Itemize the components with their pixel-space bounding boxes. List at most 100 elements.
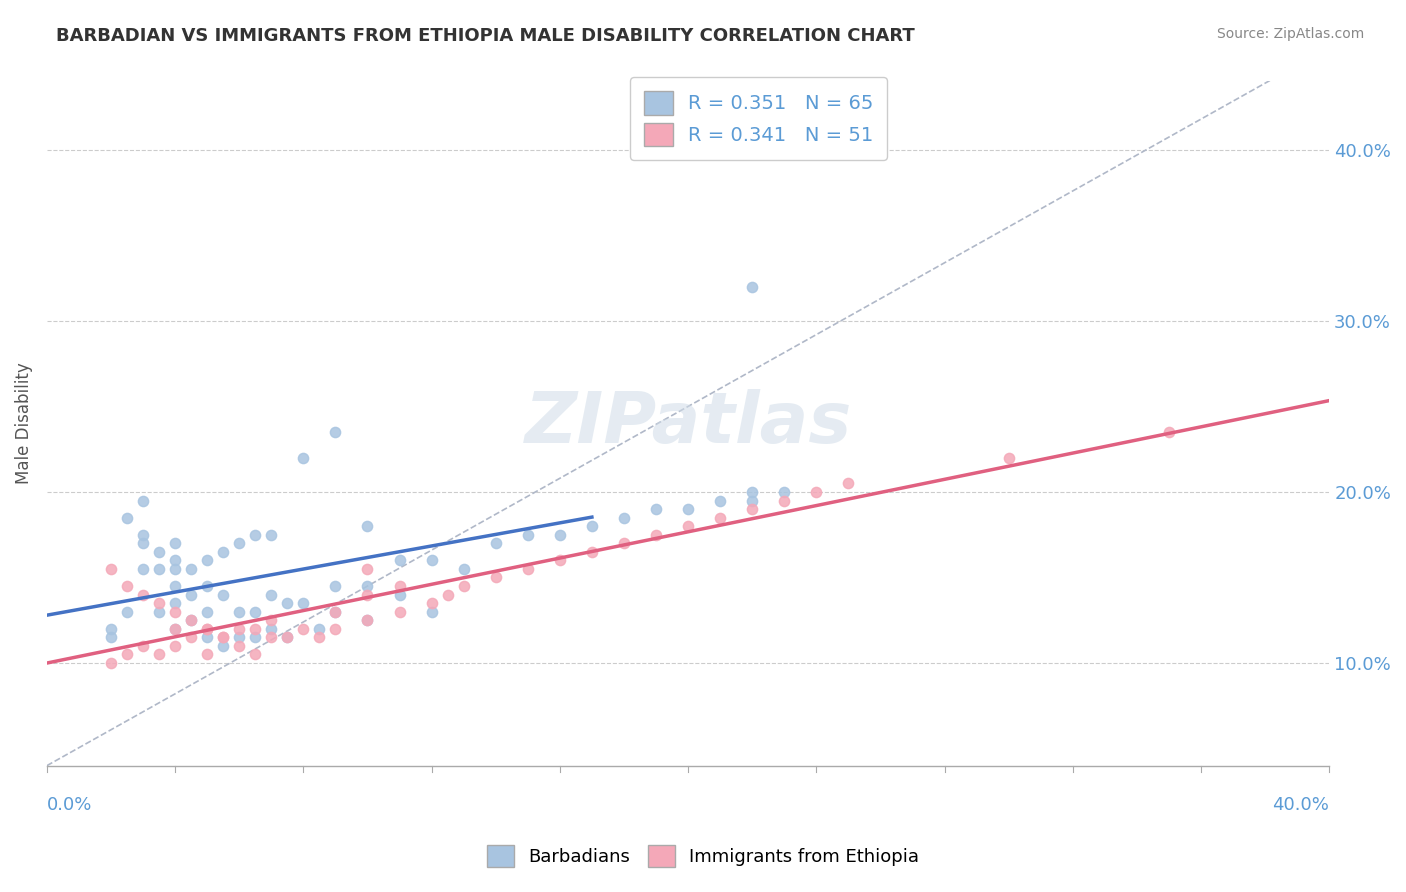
Point (325, 622, 347, 636)
Point (276, 596, 298, 610)
Point (516, 562, 538, 576)
Point (180, 631, 202, 645)
Point (453, 579, 475, 593)
Point (212, 588, 235, 602)
Point (212, 639, 235, 653)
Point (195, 622, 218, 636)
Text: 0.0%: 0.0% (46, 797, 93, 814)
Point (356, 579, 378, 593)
Point (388, 588, 411, 602)
Text: Source: ZipAtlas.com: Source: ZipAtlas.com (1216, 27, 1364, 41)
Point (180, 613, 202, 627)
Point (676, 519, 699, 533)
Point (741, 502, 763, 516)
Point (115, 648, 138, 662)
Point (245, 648, 267, 662)
Text: 40.0%: 40.0% (1272, 797, 1329, 814)
Point (709, 493, 731, 508)
Point (115, 605, 138, 619)
Point (308, 631, 330, 645)
Point (228, 605, 250, 619)
Point (548, 553, 571, 567)
Point (195, 648, 218, 662)
Point (148, 545, 170, 559)
Point (308, 622, 330, 636)
Point (709, 510, 731, 524)
Point (195, 579, 218, 593)
Point (212, 631, 235, 645)
Point (132, 493, 155, 508)
Point (806, 485, 828, 500)
Point (115, 510, 138, 524)
Point (292, 622, 315, 636)
Y-axis label: Male Disability: Male Disability (15, 363, 32, 484)
Point (292, 596, 315, 610)
Point (228, 622, 250, 636)
Point (132, 639, 155, 653)
Point (325, 425, 347, 439)
Point (453, 562, 475, 576)
Legend: Barbadians, Immigrants from Ethiopia: Barbadians, Immigrants from Ethiopia (479, 838, 927, 874)
Point (325, 579, 347, 593)
Point (195, 622, 218, 636)
Point (581, 519, 603, 533)
Point (148, 562, 170, 576)
Point (356, 519, 378, 533)
Point (997, 450, 1019, 465)
Point (356, 588, 378, 602)
Point (260, 622, 283, 636)
Point (356, 613, 378, 627)
Point (645, 502, 668, 516)
Point (228, 631, 250, 645)
Point (356, 562, 378, 576)
Point (420, 553, 443, 567)
Point (276, 631, 298, 645)
Text: BARBADIAN VS IMMIGRANTS FROM ETHIOPIA MALE DISABILITY CORRELATION CHART: BARBADIAN VS IMMIGRANTS FROM ETHIOPIA MA… (56, 27, 915, 45)
Point (132, 527, 155, 541)
Point (773, 485, 796, 500)
Point (260, 631, 283, 645)
Point (165, 605, 187, 619)
Point (773, 493, 796, 508)
Point (180, 613, 202, 627)
Point (195, 605, 218, 619)
Point (388, 579, 411, 593)
Point (325, 605, 347, 619)
Text: ZIPatlas: ZIPatlas (524, 389, 852, 458)
Point (292, 450, 315, 465)
Point (741, 279, 763, 293)
Point (228, 536, 250, 550)
Point (115, 579, 138, 593)
Point (100, 562, 122, 576)
Point (516, 527, 538, 541)
Point (165, 622, 187, 636)
Point (165, 579, 187, 593)
Point (645, 527, 668, 541)
Legend: R = 0.351   N = 65, R = 0.341   N = 51: R = 0.351 N = 65, R = 0.341 N = 51 (630, 78, 887, 160)
Point (195, 631, 218, 645)
Point (132, 588, 155, 602)
Point (388, 605, 411, 619)
Point (100, 622, 122, 636)
Point (1157, 425, 1180, 439)
Point (260, 527, 283, 541)
Point (195, 553, 218, 567)
Point (100, 631, 122, 645)
Point (245, 527, 267, 541)
Point (212, 631, 235, 645)
Point (356, 613, 378, 627)
Point (148, 648, 170, 662)
Point (260, 613, 283, 627)
Point (245, 631, 267, 645)
Point (325, 605, 347, 619)
Point (132, 536, 155, 550)
Point (165, 596, 187, 610)
Point (148, 596, 170, 610)
Point (245, 622, 267, 636)
Point (100, 656, 122, 670)
Point (165, 553, 187, 567)
Point (180, 562, 202, 576)
Point (260, 588, 283, 602)
Point (165, 562, 187, 576)
Point (485, 570, 508, 584)
